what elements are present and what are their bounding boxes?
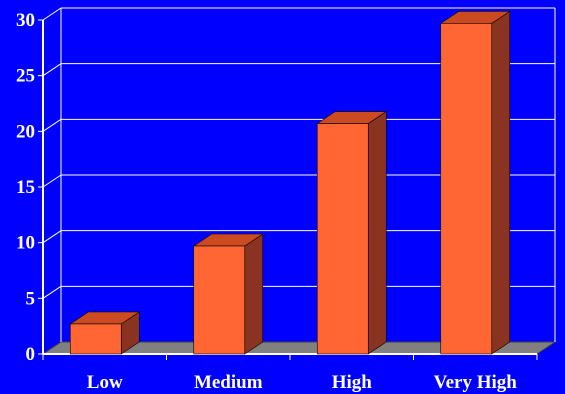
bar-very-high bbox=[439, 10, 511, 355]
gridline-side bbox=[42, 63, 62, 77]
bar-high bbox=[316, 110, 388, 355]
bar-side bbox=[244, 233, 264, 355]
gridline-side bbox=[42, 174, 62, 188]
bar-low bbox=[69, 311, 141, 355]
y-tick-label: 25 bbox=[16, 66, 35, 87]
y-tick-label: 0 bbox=[26, 344, 36, 365]
bar-medium bbox=[192, 233, 264, 355]
x-category-label: Low bbox=[87, 372, 123, 393]
y-tick-label: 20 bbox=[16, 121, 35, 142]
y-tick-label: 15 bbox=[16, 177, 35, 198]
bar-front bbox=[440, 23, 493, 355]
y-tick-label: 5 bbox=[26, 288, 36, 309]
bar-front bbox=[69, 323, 122, 355]
labels-layer: 0 5 10 15 20 25 30 Low Medium High Very High bbox=[16, 10, 517, 393]
y-tick-label: 30 bbox=[16, 10, 35, 31]
x-category-label: Very High bbox=[434, 372, 518, 393]
gridline-side bbox=[42, 230, 62, 244]
bar-front bbox=[193, 245, 246, 355]
bar-side bbox=[491, 10, 511, 355]
gridline-side bbox=[42, 285, 62, 299]
bar-front bbox=[316, 123, 369, 355]
bars-layer bbox=[69, 10, 511, 355]
bar-side bbox=[367, 110, 387, 355]
gridline-side bbox=[42, 7, 62, 21]
y-tick-label: 10 bbox=[16, 233, 35, 254]
gridline-side bbox=[42, 118, 62, 132]
x-category-label: High bbox=[332, 372, 373, 393]
x-category-label: Medium bbox=[194, 372, 263, 393]
